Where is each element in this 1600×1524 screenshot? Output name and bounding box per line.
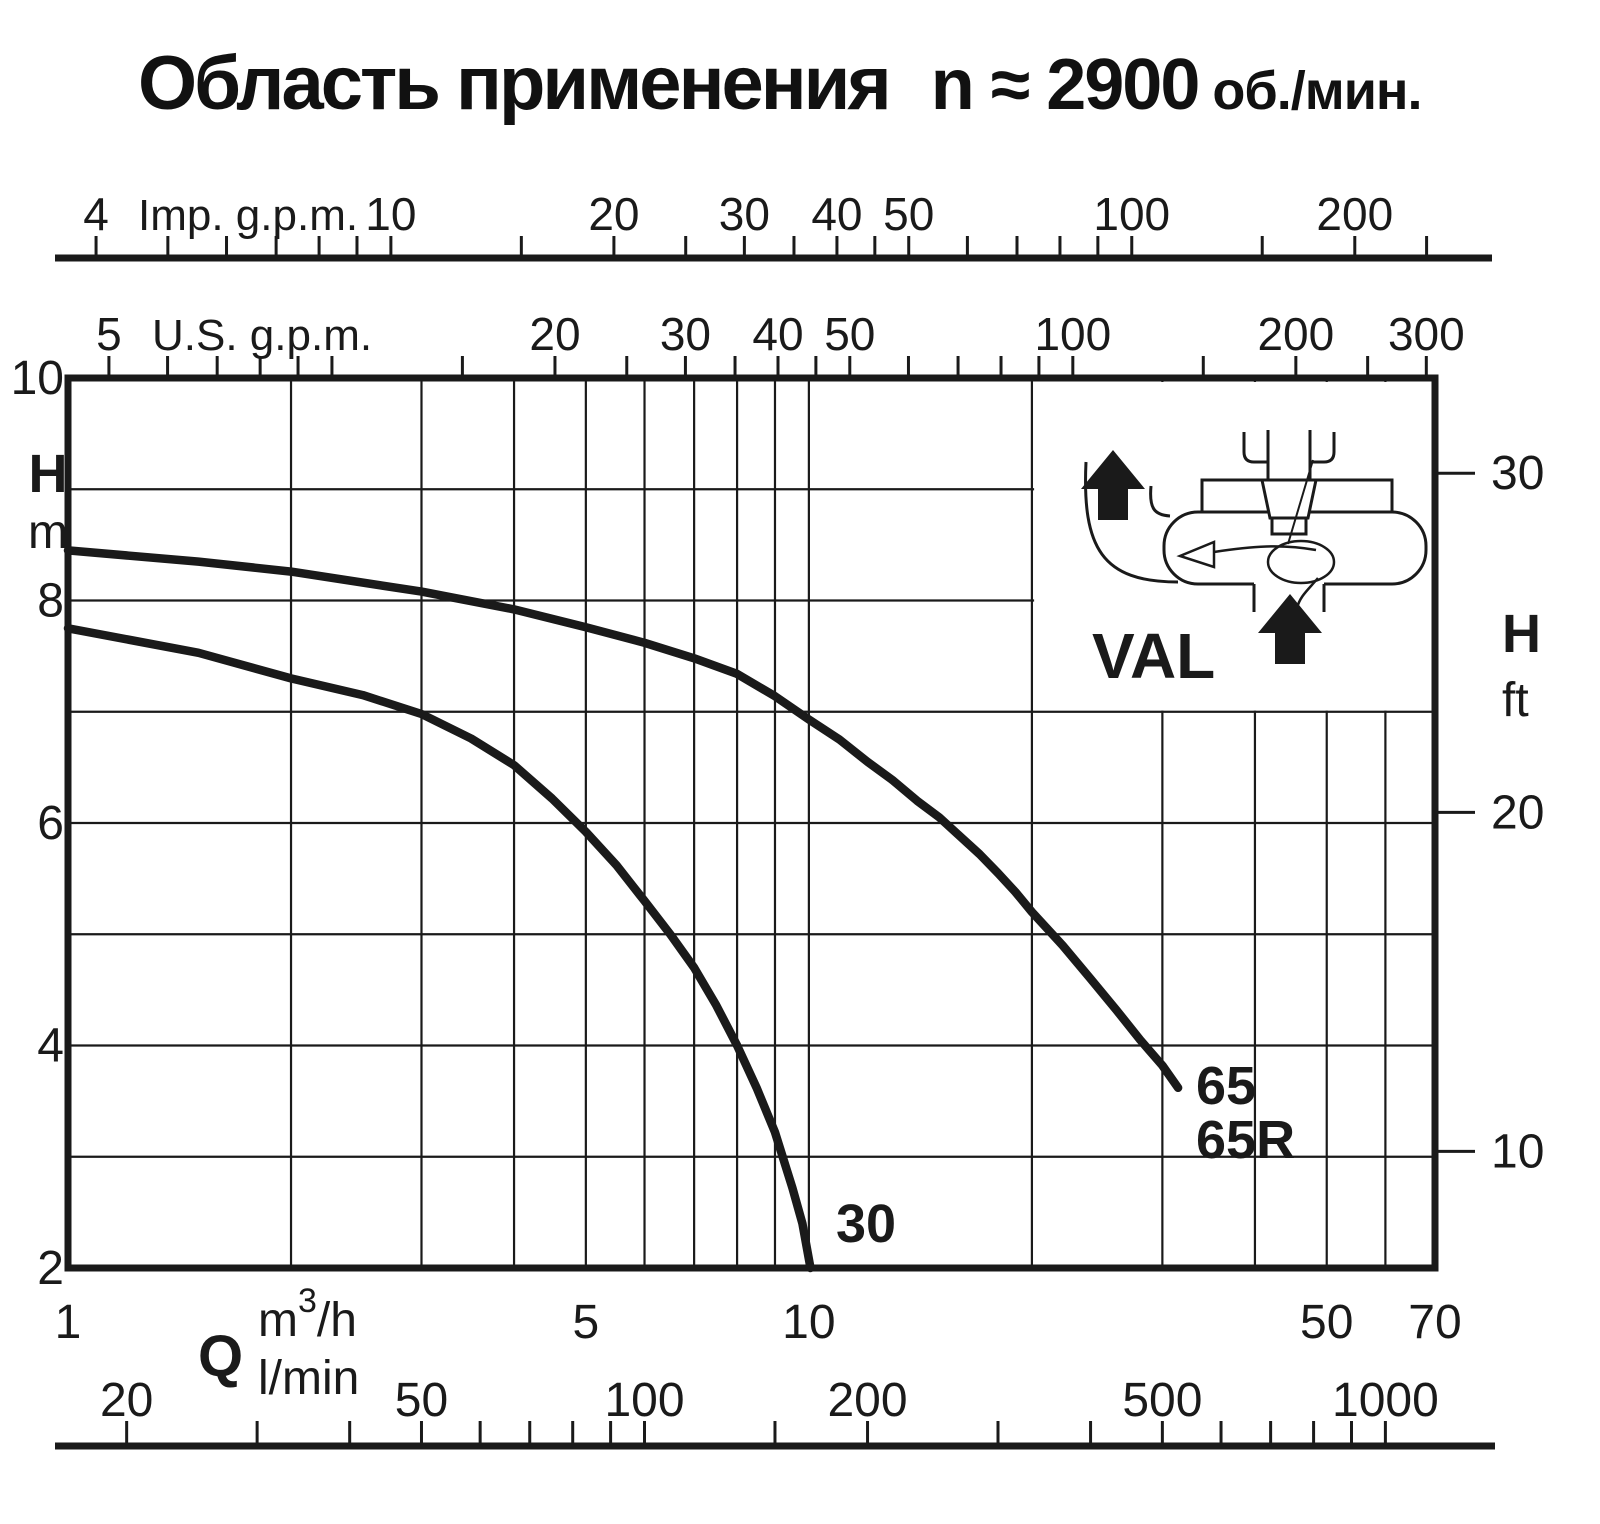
flow-line [1213, 545, 1317, 554]
nozzle-tip [1270, 516, 1308, 536]
q-m3h-unit-label: m3/h [258, 1282, 357, 1347]
q-lmin-axis: l/min 20 50 100 200 500 1000 [55, 1352, 1495, 1450]
imp-axis-unit-label: Imp. g.p.m. [138, 191, 358, 240]
h-ft-unit-label: ft [1502, 674, 1529, 727]
q-m3h-tick-label: 10 [782, 1296, 835, 1349]
q-lmin-unit-label: l/min [258, 1352, 359, 1405]
q-m3h-tick-label: 1 [55, 1296, 82, 1349]
up-arrow-icon [1258, 594, 1322, 664]
imp-axis-tick-label: 40 [811, 188, 862, 240]
h-m-tick-label: 4 [37, 1020, 64, 1073]
us-axis-tick-label: 100 [1034, 308, 1111, 360]
suction-inner-line [1149, 485, 1171, 518]
plot-border [64, 374, 1439, 1272]
lmin-axis-tick-label: 50 [395, 1374, 448, 1427]
us-axis-tick-label: 20 [529, 308, 580, 360]
page-title: Область применения n ≈ 2900 об./мин. [138, 40, 1423, 127]
imp-axis-tick-label: 200 [1316, 188, 1393, 240]
h-ft-tick-label: 10 [1491, 1125, 1544, 1178]
lmin-axis-tick-label: 1000 [1332, 1374, 1439, 1427]
flow-arrowhead-icon [1176, 540, 1216, 569]
q-m3h-tick-label: 50 [1300, 1296, 1353, 1349]
pipe-elbow-left [1242, 432, 1268, 464]
up-arrow-icon [1081, 450, 1145, 520]
q-m3h-tick-label: 70 [1408, 1296, 1461, 1349]
lmin-axis-tick-label: 20 [100, 1374, 153, 1427]
imp-axis-tick-label: 30 [719, 188, 770, 240]
pump-schematic [1081, 430, 1428, 664]
lmin-axis-tick-label: 500 [1122, 1374, 1202, 1427]
us-axis-unit-label: U.S. g.p.m. [152, 311, 372, 360]
nozzle-cone [1260, 478, 1318, 520]
h-m-axis: 10 8 6 4 2 Hm [11, 352, 68, 1295]
lmin-axis-tick-label: 100 [604, 1374, 684, 1427]
lmin-axis-tick-label: 200 [827, 1374, 907, 1427]
h-ft-axis: 30 20 10 Hft [1438, 447, 1544, 1178]
h-m-tick-label: 2 [37, 1242, 64, 1295]
inset-label: VAL [1092, 620, 1215, 692]
q-m3h-tick-label: 5 [573, 1296, 600, 1349]
h-m-tick-label: 6 [37, 797, 64, 850]
us-gpm-axis: 5 20 30 40 50 100 200 300 U.S. g.p.m. [96, 308, 1465, 375]
imp-axis-tick-label: 50 [883, 188, 934, 240]
flow-loop [1266, 539, 1336, 585]
us-axis-tick-label: 300 [1388, 308, 1465, 360]
curve-65-65R [63, 546, 1183, 1093]
suction-bend-line [1084, 461, 1179, 584]
q-m3h-axis: 1 5 10 50 70 Qm3/h [55, 1282, 1462, 1389]
us-axis-tick-label: 200 [1257, 308, 1334, 360]
imp-axis-tick-label: 10 [365, 188, 416, 240]
inlet-opening [1254, 576, 1324, 592]
q-axis-title: Q [198, 1324, 243, 1389]
h-m-axis-title: H [29, 444, 68, 504]
nozzle-needle-line [1287, 459, 1314, 545]
imp-axis-tick-label: 100 [1093, 188, 1170, 240]
title-speed: n ≈ 2900 [930, 45, 1201, 125]
pipe-elbow-right [1310, 432, 1336, 464]
imp-axis-tick-label: 20 [588, 188, 639, 240]
curve-30 [63, 624, 815, 1273]
h-m-tick-label: 10 [11, 352, 64, 405]
h-ft-axis-title: H [1502, 604, 1541, 664]
curve-label-65: 65 [1196, 1056, 1256, 1116]
title-main: Область применения [138, 41, 892, 126]
imp-axis-tick-label: 4 [83, 188, 109, 240]
curve-label-65R: 65R [1196, 1110, 1295, 1170]
us-axis-tick-label: 40 [752, 308, 803, 360]
us-axis-tick-label: 50 [824, 308, 875, 360]
h-ft-tick-label: 30 [1491, 447, 1544, 500]
title-unit: об./мин. [1212, 61, 1422, 121]
us-axis-tick-label: 5 [96, 308, 122, 360]
inset-panel [1034, 382, 1432, 711]
imp-gpm-axis: 4 10 20 30 40 50 100 200 Imp. g.p.m. [55, 188, 1492, 262]
h-m-unit-label: m [28, 506, 68, 559]
us-axis-tick-label: 30 [660, 308, 711, 360]
h-m-tick-label: 8 [37, 575, 64, 628]
h-ft-tick-label: 20 [1491, 786, 1544, 839]
curve-label-30: 30 [836, 1194, 896, 1254]
